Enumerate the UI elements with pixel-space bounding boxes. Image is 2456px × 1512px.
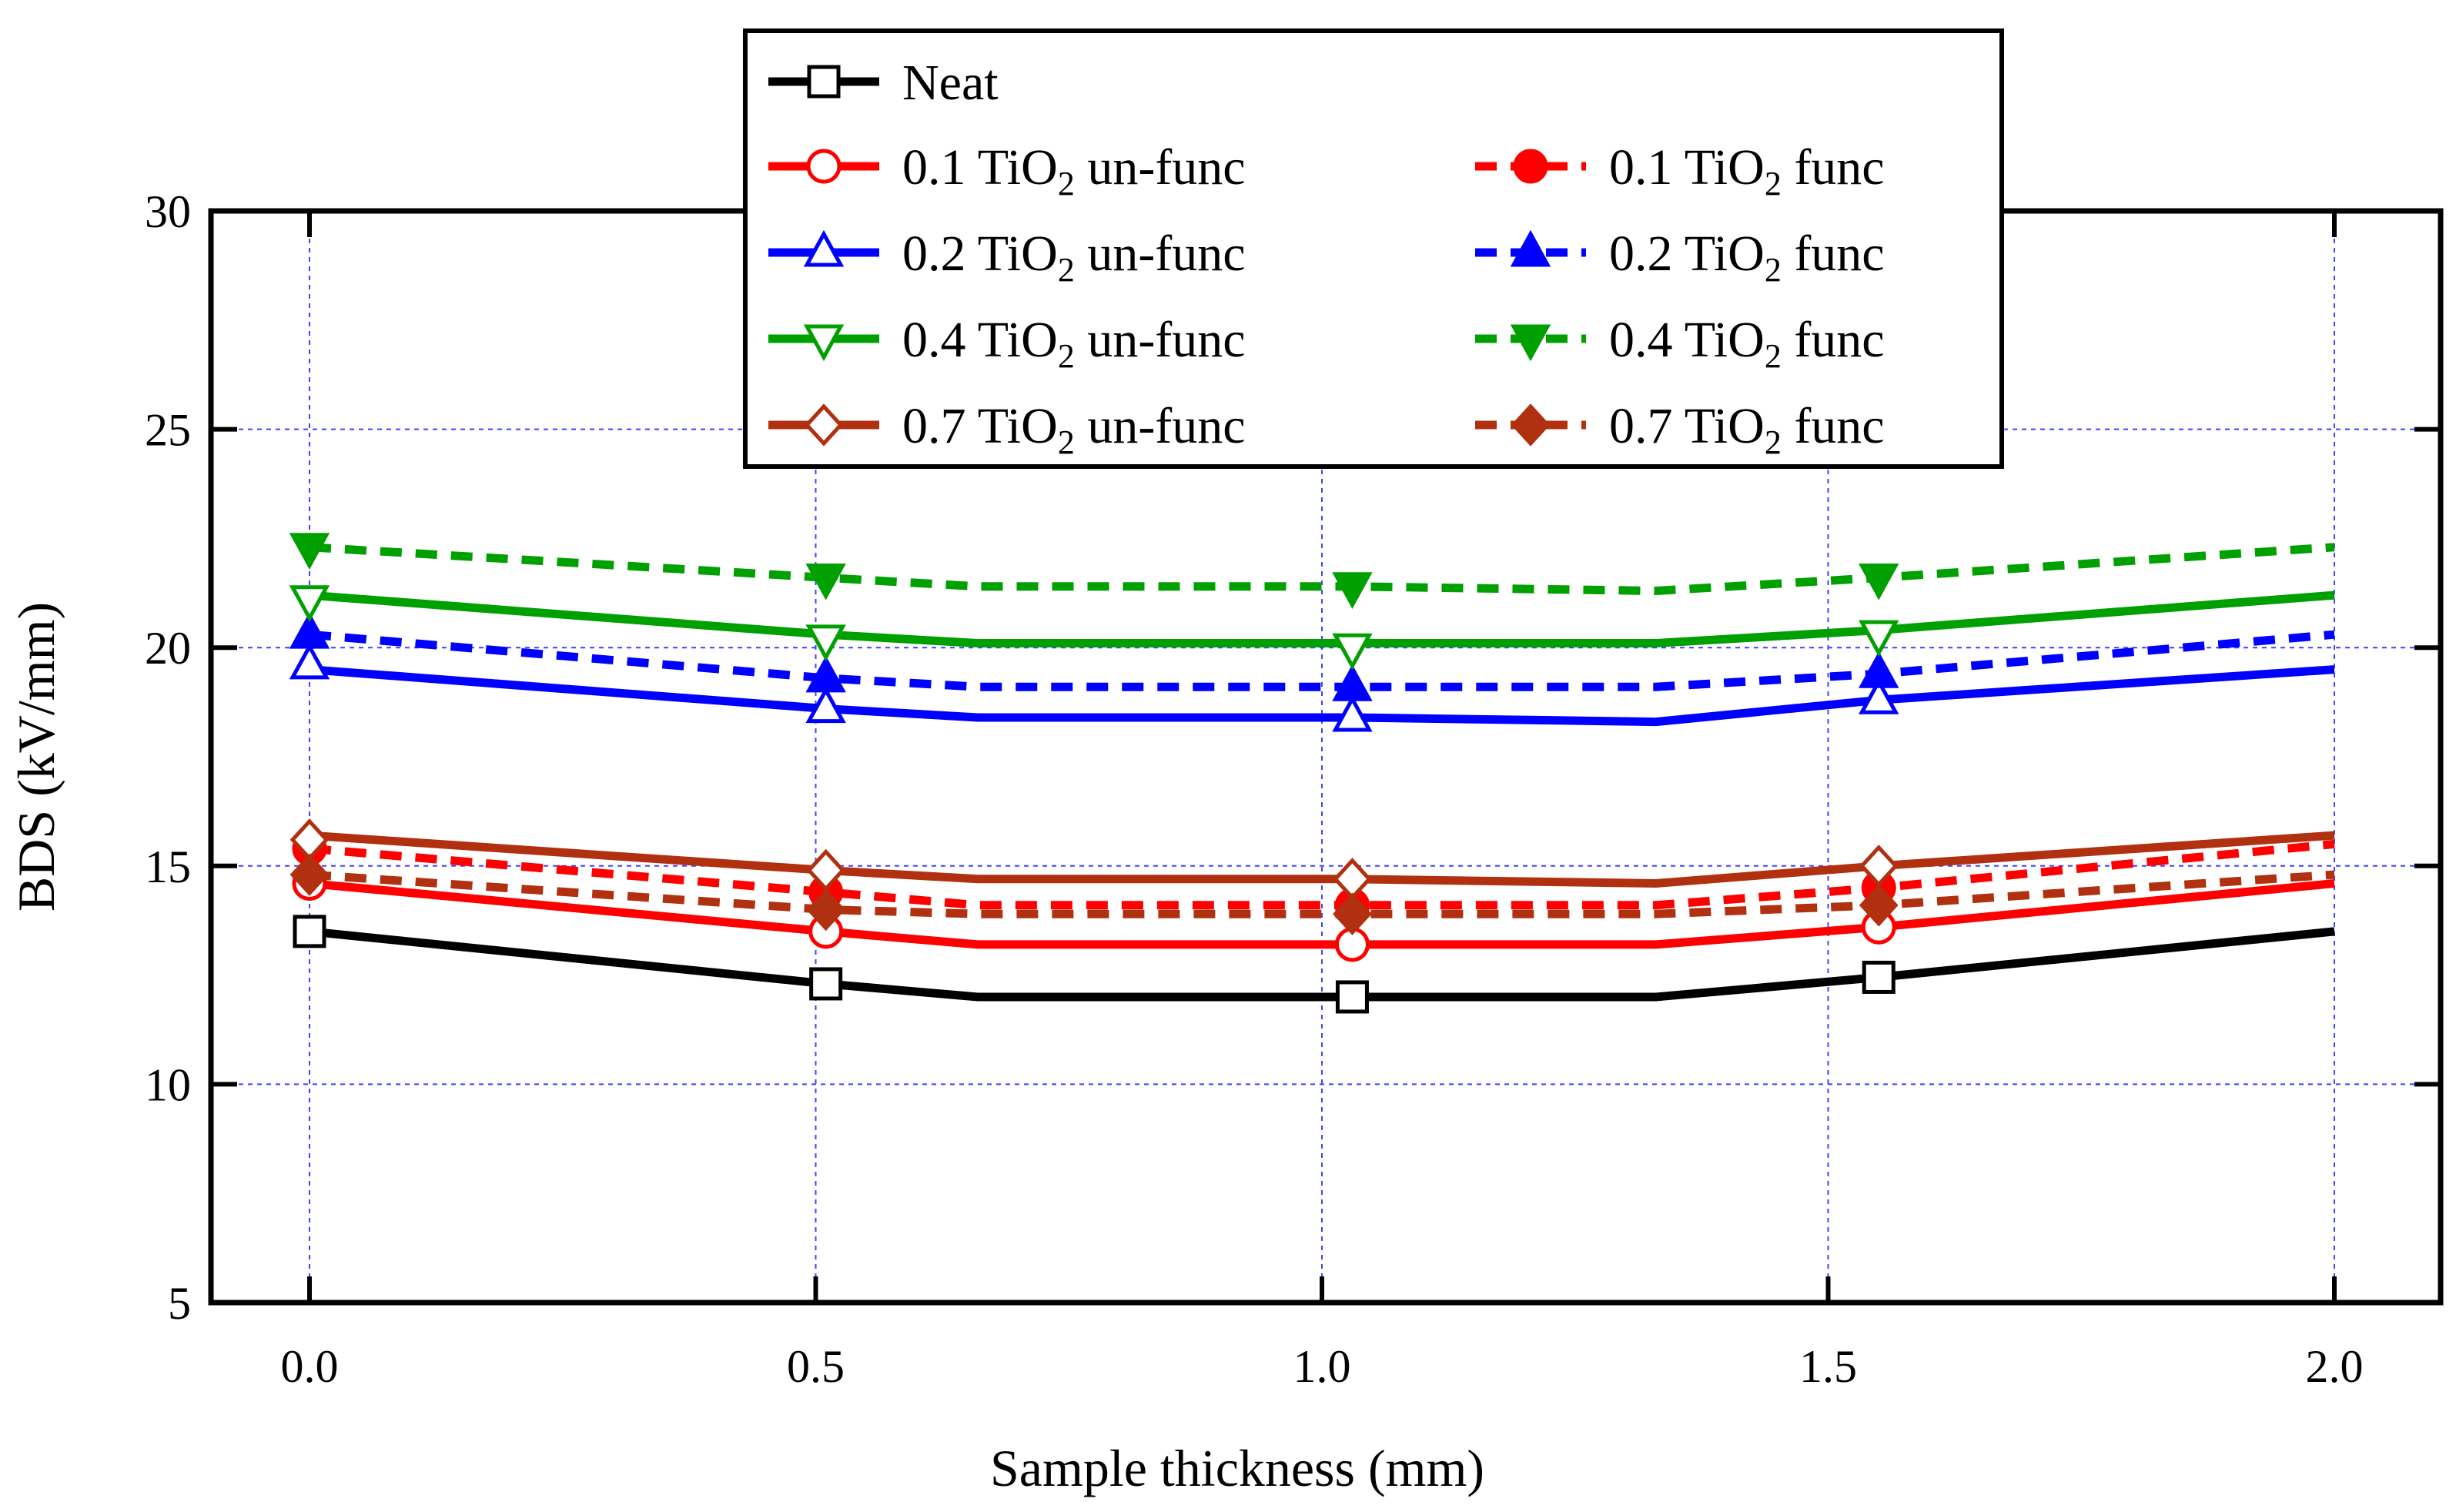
series-0-4-tio2-un-func — [289, 585, 2335, 671]
legend-label: 0.2 TiO2 un-func — [902, 226, 1246, 289]
x-tick-label: 2.0 — [2306, 1341, 2364, 1392]
legend-entry-0-7-tio2-func: 0.7 TiO2 func — [1475, 398, 1885, 461]
data-point — [805, 686, 846, 724]
data-point — [1862, 960, 1896, 994]
series-layer — [289, 533, 2335, 1014]
series-0-4-tio2-func — [289, 533, 2335, 609]
legend-label: 0.7 TiO2 un-func — [902, 398, 1246, 461]
y-tick-label: 20 — [145, 623, 191, 674]
series-0-2-tio2-func — [289, 611, 2335, 701]
y-tick-label: 15 — [145, 841, 191, 892]
legend-marker — [804, 403, 844, 447]
legend-marker — [803, 229, 845, 267]
y-axis-title: BDS (kV/mm) — [7, 602, 65, 912]
data-point — [289, 642, 330, 680]
data-point — [809, 967, 843, 1001]
x-axis-title: Sample thickness (mm) — [990, 1439, 1484, 1497]
y-tick-label: 25 — [145, 405, 191, 456]
x-tick-label: 1.5 — [1799, 1341, 1857, 1392]
legend-label: 0.4 TiO2 func — [1609, 312, 1885, 375]
grid-lines — [211, 211, 2441, 1303]
legend-marker — [1510, 229, 1551, 267]
data-point — [1332, 664, 1373, 701]
legend-entry-0-4-tio2-un-func: 0.4 TiO2 un-func — [768, 312, 1246, 375]
data-point — [1859, 884, 1899, 927]
legend-entry-0-7-tio2-un-func: 0.7 TiO2 un-func — [768, 398, 1246, 461]
data-point — [289, 853, 330, 896]
legend-entry-0-1-tio2-un-func: 0.1 TiO2 un-func — [768, 139, 1246, 202]
legend-entry-0-2-tio2-func: 0.2 TiO2 func — [1475, 226, 1885, 289]
legend-entry-0-1-tio2-func: 0.1 TiO2 func — [1475, 139, 1885, 202]
series-0-2-tio2-un-func — [289, 642, 2335, 732]
legend-box — [743, 28, 2004, 469]
x-tick-label: 1.0 — [1293, 1341, 1351, 1392]
data-point — [289, 611, 330, 649]
legend-marker — [1510, 324, 1551, 362]
data-point — [1332, 694, 1373, 732]
legend-label: Neat — [902, 55, 999, 111]
series-neat — [293, 915, 2335, 1014]
legend-label: 0.4 TiO2 un-func — [902, 312, 1246, 375]
legend-label: 0.7 TiO2 func — [1609, 398, 1885, 461]
data-point — [1859, 620, 1899, 657]
data-point — [1859, 651, 1899, 688]
data-point — [1859, 563, 1899, 600]
x-tick-label: 0.0 — [281, 1341, 339, 1392]
legend-marker — [806, 149, 842, 184]
y-tick-label: 5 — [168, 1278, 191, 1329]
x-tick-label: 0.5 — [787, 1341, 845, 1392]
legend-label: 0.1 TiO2 func — [1609, 139, 1885, 202]
data-point — [1332, 633, 1373, 671]
legend-marker — [803, 324, 845, 362]
series-0-7-tio2-func — [289, 853, 2335, 935]
legend-entry-0-4-tio2-func: 0.4 TiO2 func — [1475, 312, 1885, 375]
data-point — [806, 888, 846, 932]
legend-marker — [1513, 149, 1548, 184]
legend-label: 0.1 TiO2 un-func — [902, 139, 1246, 202]
data-point — [1335, 980, 1369, 1014]
data-point — [805, 624, 846, 662]
y-tick-label: 30 — [145, 186, 191, 237]
data-point — [1333, 892, 1372, 935]
data-point — [289, 533, 330, 570]
series-0-7-tio2-un-func — [289, 818, 2335, 901]
legend-marker — [1511, 403, 1551, 447]
data-point — [293, 915, 326, 948]
data-point — [805, 563, 846, 600]
data-point — [289, 585, 330, 622]
data-point — [805, 655, 846, 693]
legend-label: 0.2 TiO2 func — [1609, 226, 1885, 289]
legend-marker — [807, 65, 841, 99]
data-point — [1859, 677, 1899, 714]
y-tick-label: 10 — [145, 1059, 191, 1110]
legend: Neat 0.1 TiO2 un-func 0.1 TiO2 func 0.2 TiO… — [743, 28, 2004, 469]
legend-entry-neat: Neat — [768, 55, 999, 111]
legend-entry-0-2-tio2-un-func: 0.2 TiO2 un-func — [768, 226, 1246, 289]
data-point — [1332, 572, 1373, 609]
